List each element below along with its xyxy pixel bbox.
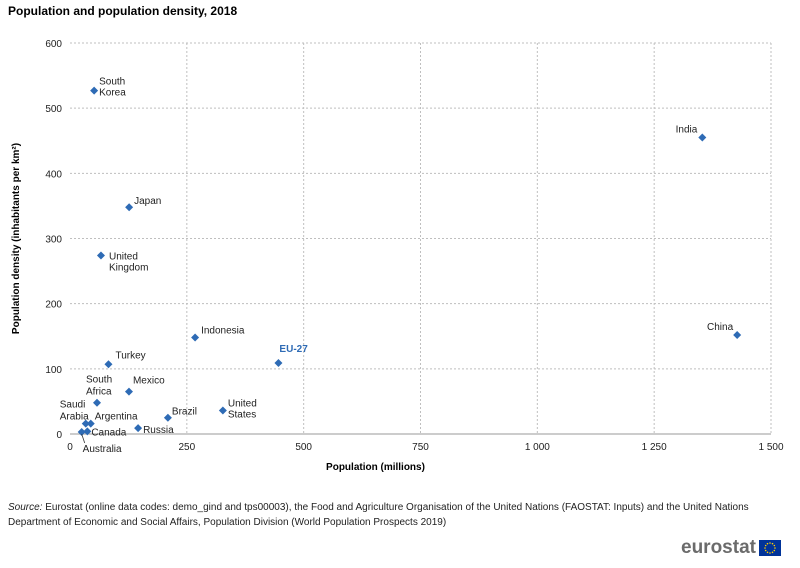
data-label: United Kingdom bbox=[109, 251, 148, 273]
data-label: Canada bbox=[91, 427, 126, 438]
y-axis-title: Population density (inhabitants per km²) bbox=[11, 143, 22, 334]
data-point-argentina bbox=[86, 419, 95, 428]
data-label: Mexico bbox=[133, 376, 165, 387]
data-label: Indonesia bbox=[201, 326, 245, 337]
data-label: Australia bbox=[83, 444, 122, 455]
data-label: Russia bbox=[143, 425, 174, 436]
data-point-russia bbox=[134, 424, 143, 433]
data-point-japan bbox=[125, 203, 134, 212]
data-label: EU-27 bbox=[279, 344, 308, 355]
data-point-saudi-arabia bbox=[81, 419, 90, 428]
data-label: South Korea bbox=[99, 77, 126, 99]
x-tick-label: 750 bbox=[412, 442, 429, 453]
data-label: Japan bbox=[134, 196, 161, 207]
eu-flag-icon bbox=[758, 540, 781, 556]
source-text: Eurostat (online data codes: demo_gind a… bbox=[8, 502, 749, 528]
data-point-south-africa bbox=[93, 398, 102, 407]
y-tick-label: 0 bbox=[56, 430, 62, 441]
chart-title: Population and population density, 2018 bbox=[8, 4, 238, 18]
x-axis-title: Population (millions) bbox=[326, 462, 425, 473]
label-leader-line bbox=[81, 433, 86, 444]
data-point-china bbox=[733, 330, 742, 339]
y-tick-label: 100 bbox=[45, 365, 62, 376]
source-note: Source: Eurostat (online data codes: dem… bbox=[8, 500, 793, 530]
x-tick-label: 1 500 bbox=[758, 442, 783, 453]
data-point-mexico bbox=[124, 387, 133, 396]
eurostat-logo-text: eurostat bbox=[681, 537, 756, 558]
data-label: India bbox=[676, 124, 698, 135]
data-point-india bbox=[698, 133, 707, 142]
x-tick-label: 1 250 bbox=[642, 442, 667, 453]
data-label: Turkey bbox=[115, 350, 145, 361]
data-label: China bbox=[707, 322, 734, 333]
y-tick-label: 300 bbox=[45, 235, 62, 246]
scatter-chart: 0 100 200 300 400 500 600 0 250 500 750 1 000 1 250 1… bbox=[11, 39, 784, 473]
y-tick-label: 200 bbox=[45, 300, 62, 311]
data-point-brazil bbox=[163, 413, 172, 422]
source-label: Source: bbox=[8, 502, 43, 513]
x-tick-label: 0 bbox=[67, 442, 73, 453]
data-label: Brazil bbox=[172, 407, 197, 418]
y-tick-label: 600 bbox=[45, 39, 62, 50]
x-tick-label: 250 bbox=[178, 442, 195, 453]
data-point-turkey bbox=[104, 360, 113, 369]
data-label: United States bbox=[228, 399, 257, 421]
data-point-united-kingdom bbox=[96, 251, 105, 260]
data-point-eu-27 bbox=[274, 358, 283, 367]
x-tick-label: 500 bbox=[295, 442, 312, 453]
data-point-united-states bbox=[218, 406, 227, 415]
data-point-south-korea bbox=[90, 86, 99, 95]
data-label: Saudi Arabia bbox=[60, 400, 89, 423]
data-label: South Africa bbox=[86, 375, 112, 398]
data-point-australia bbox=[77, 428, 86, 437]
x-tick-label: 1 000 bbox=[525, 442, 550, 453]
data-point-canada bbox=[83, 427, 92, 436]
y-tick-label: 500 bbox=[45, 104, 62, 115]
data-label: Argentina bbox=[95, 412, 138, 423]
data-point-indonesia bbox=[191, 333, 200, 342]
y-tick-label: 400 bbox=[45, 169, 62, 180]
eurostat-logo: eurostat bbox=[681, 537, 781, 558]
